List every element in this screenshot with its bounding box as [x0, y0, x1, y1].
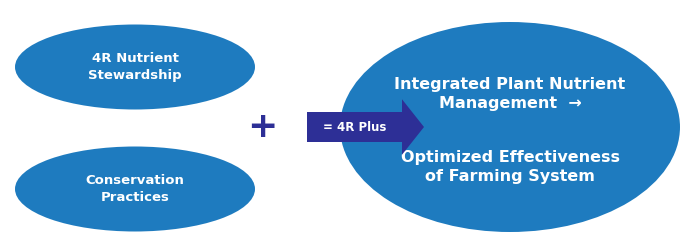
- Text: 4R Nutrient
Stewardship: 4R Nutrient Stewardship: [88, 52, 182, 82]
- Ellipse shape: [15, 146, 255, 232]
- FancyBboxPatch shape: [307, 112, 402, 142]
- Text: Optimized Effectiveness
of Farming System: Optimized Effectiveness of Farming Syste…: [401, 150, 619, 185]
- Polygon shape: [402, 99, 424, 155]
- Ellipse shape: [340, 22, 680, 232]
- Text: = 4R Plus: = 4R Plus: [323, 121, 386, 133]
- Text: Conservation
Practices: Conservation Practices: [86, 174, 184, 204]
- Ellipse shape: [15, 24, 255, 110]
- Text: +: +: [247, 110, 277, 144]
- Text: Integrated Plant Nutrient
Management  →: Integrated Plant Nutrient Management →: [395, 77, 625, 111]
